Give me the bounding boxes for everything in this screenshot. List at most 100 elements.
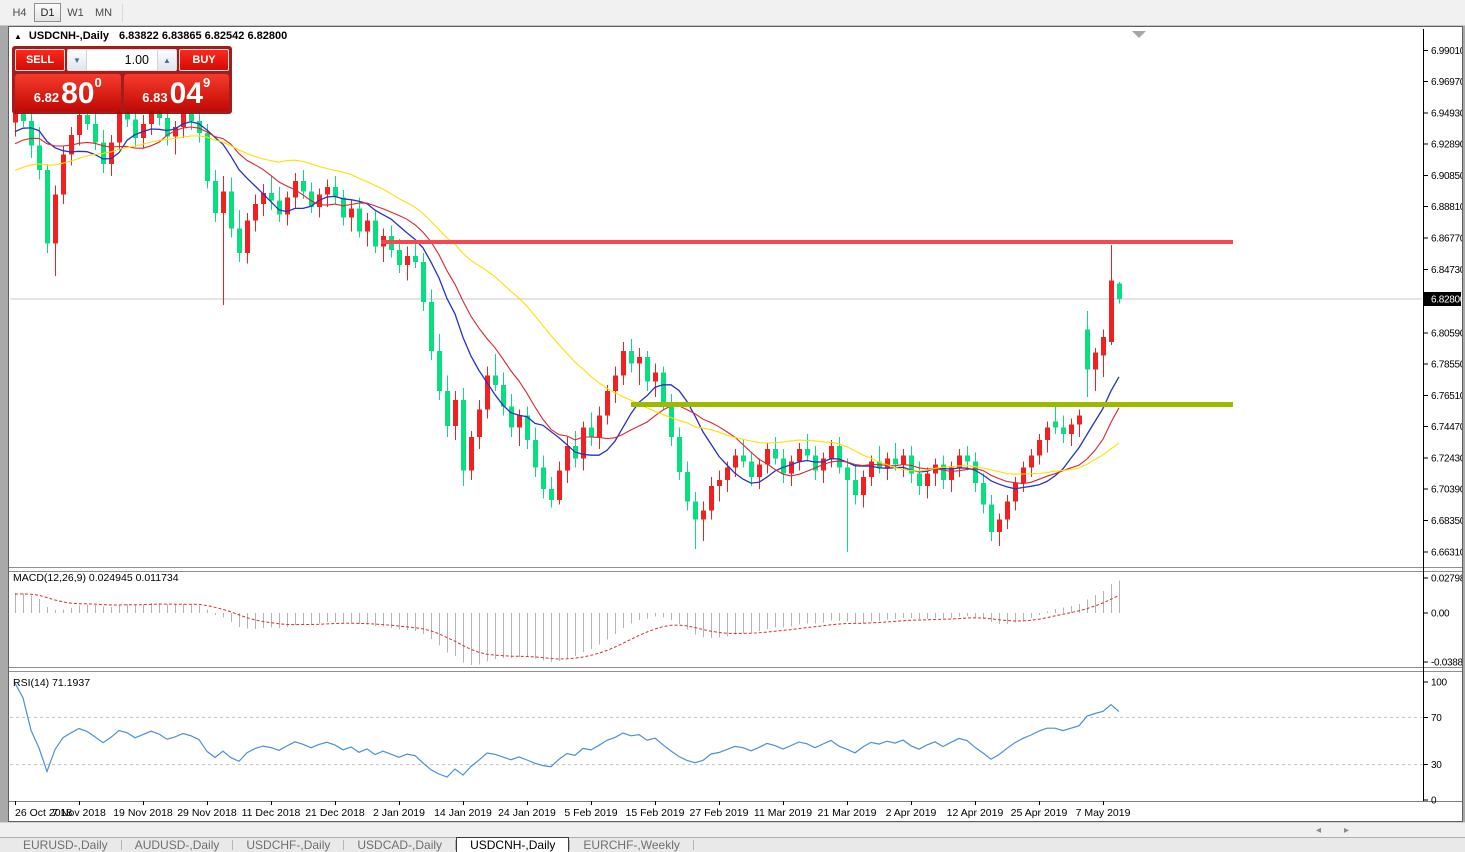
timeframe-button-h4[interactable]: H4 bbox=[12, 6, 27, 19]
price-axis-label: 6.78550 bbox=[1431, 360, 1462, 371]
candle bbox=[925, 467, 930, 499]
tab-divider bbox=[569, 840, 571, 850]
panel-separator[interactable] bbox=[9, 667, 1462, 672]
sell-price-prefix: 6.82 bbox=[33, 90, 60, 105]
main-price-panel[interactable] bbox=[10, 93, 1423, 552]
volume-input[interactable]: 1.00 bbox=[87, 50, 157, 70]
one-click-trade-panel: SELL ▼ 1.00 ▲ BUY 6.82 80 0 6.83 04 9 bbox=[12, 46, 232, 114]
candle bbox=[901, 449, 906, 477]
candle bbox=[165, 110, 170, 146]
candle bbox=[589, 412, 594, 447]
candle bbox=[965, 446, 970, 471]
price-chart[interactable]: 6.99010 6.96970 6.94930 6.92890 6.90850 6.888… bbox=[9, 27, 1462, 821]
volume-increase-icon[interactable]: ▲ bbox=[157, 50, 176, 70]
candle bbox=[917, 461, 922, 496]
sell-price-display[interactable]: 6.82 80 0 bbox=[15, 74, 121, 111]
candle bbox=[693, 492, 698, 549]
candle bbox=[45, 163, 50, 253]
macd-axis-label: -0.038874 bbox=[1431, 658, 1462, 669]
candle bbox=[781, 449, 786, 483]
macd-signal-line bbox=[14, 593, 1120, 660]
candle bbox=[613, 366, 618, 404]
price-axis-label: 6.92890 bbox=[1431, 140, 1462, 151]
price-axis-label: 6.72430 bbox=[1431, 453, 1462, 464]
candle bbox=[229, 177, 234, 238]
candle bbox=[573, 430, 578, 468]
candle bbox=[773, 436, 778, 465]
candle bbox=[661, 366, 666, 410]
candle bbox=[981, 473, 986, 514]
date-axis-label: 14 Jan 2019 bbox=[434, 807, 492, 819]
timeframe-button-mn[interactable]: MN bbox=[94, 6, 113, 19]
buy-button[interactable]: BUY bbox=[179, 49, 229, 71]
tab-eurchf-weekly[interactable]: EURCHF-,Weekly bbox=[583, 838, 680, 852]
candle bbox=[309, 182, 314, 213]
candle bbox=[445, 375, 450, 437]
candle bbox=[973, 452, 978, 493]
tab-usdchf-daily[interactable]: USDCHF-,Daily bbox=[246, 838, 331, 852]
horizontal-scrollbar[interactable]: ◂ ▸ bbox=[0, 822, 1465, 837]
rsi-panel[interactable] bbox=[10, 682, 1423, 778]
tab-usdcad-daily[interactable]: USDCAD-,Daily bbox=[357, 838, 443, 852]
collapse-trade-panel-icon[interactable]: ▲ bbox=[14, 31, 22, 41]
ma-mid-line bbox=[14, 126, 1120, 485]
candle bbox=[837, 436, 842, 474]
candle bbox=[525, 406, 530, 450]
candle bbox=[845, 458, 850, 552]
macd-panel[interactable] bbox=[14, 580, 1120, 665]
price-axis-label: 6.66310 bbox=[1431, 547, 1462, 558]
candle bbox=[205, 124, 210, 189]
sell-price-pips: 80 bbox=[61, 77, 95, 110]
tab-eurusd-daily[interactable]: EURUSD-,Daily bbox=[23, 838, 108, 852]
buy-price-pips: 04 bbox=[169, 77, 203, 110]
timeframe-button-w1[interactable]: W1 bbox=[67, 6, 84, 19]
toolbar-divider bbox=[122, 3, 123, 22]
volume-decrease-icon[interactable]: ▼ bbox=[68, 50, 87, 70]
candle bbox=[957, 449, 962, 477]
candle bbox=[1093, 347, 1098, 391]
candle bbox=[405, 246, 410, 281]
trade-controls-row: SELL ▼ 1.00 ▲ BUY bbox=[15, 49, 229, 71]
candle bbox=[813, 446, 818, 480]
scroll-right-icon[interactable]: ▸ bbox=[1344, 825, 1350, 836]
tab-usdcnh-daily[interactable]: USDCNH-,Daily bbox=[456, 837, 570, 852]
macd-axis-label: 0.027984 bbox=[1431, 574, 1462, 585]
tab-divider bbox=[692, 840, 694, 850]
price-axis-label: 6.90850 bbox=[1431, 171, 1462, 182]
candle bbox=[221, 176, 226, 306]
price-axis[interactable]: 6.99010 6.96970 6.94930 6.92890 6.90850 6.888… bbox=[9, 29, 1462, 807]
candle bbox=[1005, 495, 1010, 529]
candle bbox=[757, 458, 762, 490]
scroll-left-icon[interactable]: ◂ bbox=[1316, 825, 1322, 836]
candle bbox=[485, 366, 490, 419]
candle bbox=[853, 464, 858, 505]
price-axis-label: 6.84730 bbox=[1431, 265, 1462, 276]
candle bbox=[413, 240, 418, 269]
date-axis-label: 11 Dec 2018 bbox=[242, 807, 301, 819]
candle bbox=[285, 191, 290, 226]
candle bbox=[605, 384, 610, 425]
candle bbox=[301, 170, 306, 200]
candle bbox=[1045, 421, 1050, 453]
candle bbox=[493, 354, 498, 391]
candle bbox=[557, 461, 562, 505]
candle bbox=[101, 130, 106, 174]
chart-tabs-bar: EURUSD-,Daily AUDUSD-,Daily USDCHF-,Daily U… bbox=[0, 837, 1465, 852]
tab-audusd-daily[interactable]: AUDUSD-,Daily bbox=[134, 838, 220, 852]
rsi-label: RSI(14) 71.1937 bbox=[13, 677, 91, 689]
candle bbox=[429, 289, 434, 361]
chart-shift-marker[interactable] bbox=[1132, 31, 1146, 38]
timeframe-button-d1[interactable]: D1 bbox=[34, 3, 61, 22]
panel-separator[interactable] bbox=[9, 567, 1462, 572]
candle bbox=[397, 239, 402, 273]
candle bbox=[37, 127, 42, 180]
sell-button[interactable]: SELL bbox=[15, 49, 65, 71]
candle bbox=[909, 446, 914, 483]
buy-price-display[interactable]: 6.83 04 9 bbox=[123, 74, 229, 111]
price-axis-label: 6.86770 bbox=[1431, 234, 1462, 245]
date-axis-label: 2 Jan 2019 bbox=[373, 807, 425, 819]
candle bbox=[461, 387, 466, 487]
price-axis-label: 6.94930 bbox=[1431, 108, 1462, 119]
